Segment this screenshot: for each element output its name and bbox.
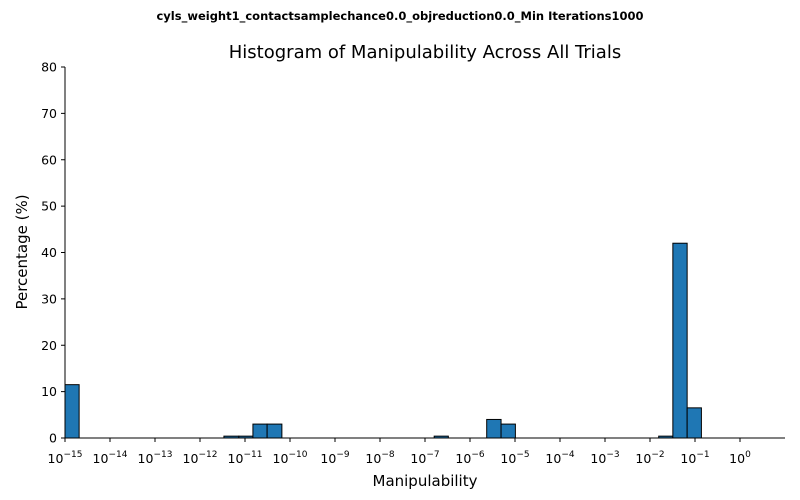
y-tick-label: 50 [41, 199, 57, 214]
chart-title: Histogram of Manipulability Across All T… [229, 42, 621, 63]
histogram-bar-9 [672, 242, 688, 439]
x-ticks-group: 10−15 10−14 10−13 10−12 10−11 10−10 10−9 10−8 10… [48, 438, 751, 466]
x-tick-label: 10−3 [590, 450, 619, 466]
x-tick-label: 10−8 [365, 450, 394, 466]
y-tick-label: 70 [41, 106, 57, 121]
histogram-bar-6 [486, 418, 502, 439]
x-tick-label: 10−6 [455, 450, 484, 466]
x-tick-label: 100 [729, 450, 751, 466]
y-axis-label: Percentage (%) [13, 194, 31, 309]
y-tick-label: 40 [41, 245, 57, 260]
histogram-bar-7 [500, 423, 516, 439]
x-tick-label: 10−11 [228, 450, 263, 466]
y-tick-label: 10 [41, 384, 57, 399]
y-tick-label: 30 [41, 291, 57, 306]
histogram-bar-4 [266, 423, 283, 439]
y-tick-label: 20 [41, 338, 57, 353]
x-tick-label: 10−1 [680, 450, 709, 466]
x-tick-label: 10−14 [93, 450, 128, 466]
x-tick-label: 10−2 [635, 450, 664, 466]
x-tick-label: 10−15 [48, 450, 83, 466]
x-tick-label: 10−7 [410, 450, 439, 466]
histogram-bar-10 [686, 407, 702, 439]
histogram-bar-3 [252, 423, 268, 439]
x-tick-label: 10−10 [273, 450, 308, 466]
x-tick-label: 10−13 [138, 450, 173, 466]
y-tick-label: 80 [41, 60, 57, 75]
figure-suptitle: cyls_weight1_contactsamplechance0.0_objr… [156, 9, 643, 24]
y-tick-label: 60 [41, 152, 57, 167]
y-ticks-group: 0 10 20 30 40 50 60 70 80 [41, 60, 65, 446]
y-tick-label: 0 [49, 431, 57, 446]
x-tick-label: 10−5 [500, 450, 529, 466]
x-tick-label: 10−12 [183, 450, 218, 466]
x-axis-label: Manipulability [373, 472, 478, 490]
x-tick-label: 10−4 [545, 450, 574, 466]
histogram-bar-0 [64, 384, 80, 439]
bars-group [64, 242, 702, 439]
x-tick-label: 10−9 [320, 450, 349, 466]
